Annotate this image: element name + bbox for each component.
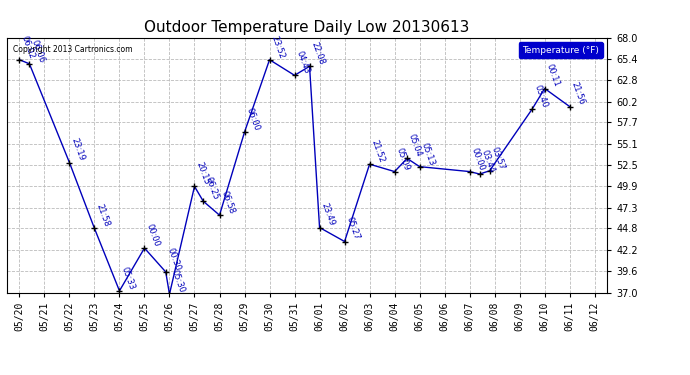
Text: Copyright 2013 Cartronics.com: Copyright 2013 Cartronics.com	[13, 45, 132, 54]
Text: 23:49: 23:49	[319, 202, 336, 228]
Temperature (°F)	[199, 199, 208, 204]
Temperature (°F)	[26, 62, 34, 66]
Text: 00:11: 00:11	[544, 63, 561, 88]
Text: 00:30: 00:30	[166, 246, 182, 272]
Text: 03:40: 03:40	[532, 84, 549, 109]
Temperature (°F)	[240, 130, 248, 134]
Text: 23:19: 23:19	[70, 137, 86, 162]
Text: 00:00: 00:00	[470, 146, 486, 172]
Temperature (°F)	[290, 73, 299, 78]
Temperature (°F)	[391, 170, 399, 174]
Text: 06:25: 06:25	[204, 176, 220, 201]
Temperature (°F)	[366, 162, 374, 166]
Temperature (°F)	[66, 160, 74, 165]
Text: 06:02: 06:02	[19, 34, 36, 60]
Temperature (°F)	[415, 164, 424, 169]
Text: 20:15: 20:15	[195, 161, 211, 186]
Text: 03:57: 03:57	[490, 145, 506, 171]
Text: 03:44: 03:44	[480, 148, 496, 174]
Temperature (°F)	[486, 168, 494, 173]
Text: 05:04: 05:04	[407, 133, 424, 158]
Text: 06:00: 06:00	[244, 106, 261, 132]
Temperature (°F)	[190, 184, 199, 189]
Legend: Temperature (°F): Temperature (°F)	[519, 42, 602, 58]
Temperature (°F)	[566, 104, 574, 109]
Text: 05:27: 05:27	[344, 216, 361, 242]
Temperature (°F)	[90, 226, 99, 231]
Text: 06:58: 06:58	[219, 189, 236, 215]
Text: 00:00: 00:00	[144, 223, 161, 248]
Text: 05:09: 05:09	[395, 146, 411, 172]
Temperature (°F)	[306, 64, 314, 69]
Text: 06:06: 06:06	[30, 38, 46, 64]
Temperature (°F)	[215, 213, 224, 217]
Temperature (°F)	[475, 172, 484, 176]
Temperature (°F)	[315, 225, 324, 230]
Text: 21:56: 21:56	[570, 81, 586, 106]
Text: 21:52: 21:52	[370, 139, 386, 164]
Text: 23:52: 23:52	[270, 34, 286, 60]
Text: 21:58: 21:58	[95, 203, 111, 228]
Text: 05:33: 05:33	[119, 265, 136, 291]
Temperature (°F)	[140, 246, 148, 250]
Line: Temperature (°F): Temperature (°F)	[17, 57, 573, 297]
Temperature (°F)	[266, 57, 274, 62]
Temperature (°F)	[15, 57, 23, 62]
Text: 05:13: 05:13	[420, 141, 436, 166]
Temperature (°F)	[340, 239, 348, 244]
Text: 04:43: 04:43	[295, 50, 311, 75]
Temperature (°F)	[403, 156, 411, 160]
Temperature (°F)	[528, 107, 536, 111]
Temperature (°F)	[466, 170, 474, 174]
Temperature (°F)	[540, 86, 549, 91]
Temperature (°F)	[166, 292, 174, 296]
Text: 05:30: 05:30	[170, 268, 186, 294]
Temperature (°F)	[115, 289, 124, 293]
Title: Outdoor Temperature Daily Low 20130613: Outdoor Temperature Daily Low 20130613	[144, 20, 470, 35]
Text: 22:08: 22:08	[310, 41, 326, 66]
Temperature (°F)	[161, 270, 170, 274]
